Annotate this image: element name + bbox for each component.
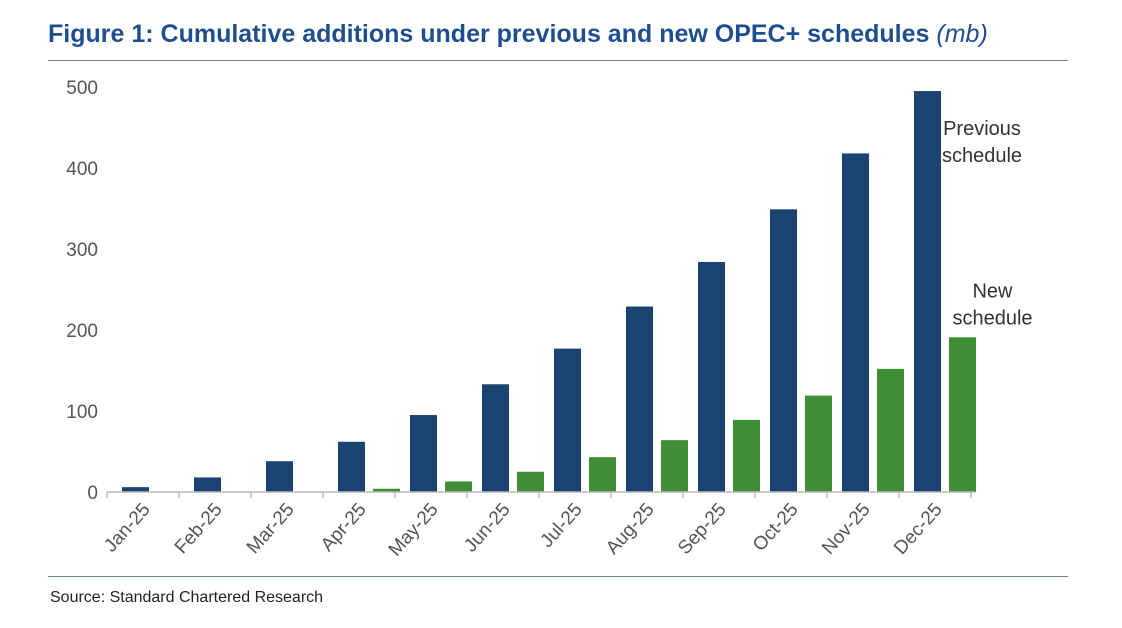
bar-previous-schedule: [626, 306, 653, 492]
x-tick-label: Oct-25: [749, 499, 803, 555]
series-annotations: Previous schedule New schedule: [942, 118, 1033, 329]
x-tick-label: Dec-25: [890, 499, 947, 559]
bar-new-schedule: [805, 395, 832, 492]
chart-title-text: Figure 1: Cumulative additions under pre…: [48, 20, 930, 48]
bar-new-schedule: [517, 471, 544, 492]
chart-title: Figure 1: Cumulative additions under pre…: [48, 20, 988, 49]
bar-series: [122, 91, 976, 493]
x-axis: Jan-25 Feb-25 Mar-25 Apr-25 May-25 Jun-25 Jul-…: [100, 491, 975, 560]
source-divider: [48, 576, 1068, 577]
x-tick-label: Mar-25: [243, 499, 299, 558]
bar-new-schedule: [445, 481, 472, 492]
x-tick-label: Feb-25: [171, 499, 227, 558]
series-annotation-label: New: [972, 280, 1013, 302]
bar-previous-schedule: [842, 153, 869, 493]
bar-previous-schedule: [482, 384, 509, 492]
bar-new-schedule: [373, 488, 400, 492]
bar-previous-schedule: [410, 415, 437, 492]
bar-previous-schedule: [194, 477, 221, 492]
bar-previous-schedule: [266, 461, 293, 492]
series-annotation-label: schedule: [942, 145, 1022, 167]
y-tick-label: 400: [66, 159, 98, 180]
bar-new-schedule: [733, 419, 760, 492]
bar-new-schedule: [877, 368, 904, 492]
y-tick-label: 300: [66, 240, 98, 261]
y-tick-label: 200: [66, 321, 98, 342]
title-divider: [48, 60, 1068, 61]
series-annotation-label: schedule: [952, 307, 1032, 329]
bar-new-schedule: [949, 337, 976, 492]
x-tick-label: Aug-25: [602, 499, 659, 559]
bar-previous-schedule: [914, 91, 941, 493]
bar-previous-schedule: [338, 441, 365, 492]
x-tick-label: Jun-25: [460, 499, 514, 556]
bar-new-schedule: [661, 440, 688, 492]
x-tick-label: Apr-25: [317, 499, 371, 555]
x-tick-label: Jan-25: [100, 499, 154, 556]
bar-previous-schedule: [554, 348, 581, 492]
x-tick-label: Jul-25: [536, 499, 586, 552]
x-tick-label: May-25: [385, 499, 443, 560]
y-tick-label: 500: [66, 78, 98, 99]
series-annotation-label: Previous: [943, 118, 1021, 140]
y-tick-label: 0: [87, 483, 98, 504]
bar-new-schedule: [589, 457, 616, 492]
x-tick-label: Sep-25: [674, 499, 731, 559]
chart-title-unit: (mb): [936, 20, 988, 48]
y-axis-ticks: 0 100 200 300 400 500: [66, 78, 98, 504]
bar-previous-schedule: [770, 209, 797, 492]
bar-previous-schedule: [122, 487, 149, 492]
source-note: Source: Standard Chartered Research: [50, 589, 324, 606]
x-tick-label: Nov-25: [818, 499, 875, 559]
y-tick-label: 100: [66, 402, 98, 423]
bar-previous-schedule: [698, 261, 725, 492]
